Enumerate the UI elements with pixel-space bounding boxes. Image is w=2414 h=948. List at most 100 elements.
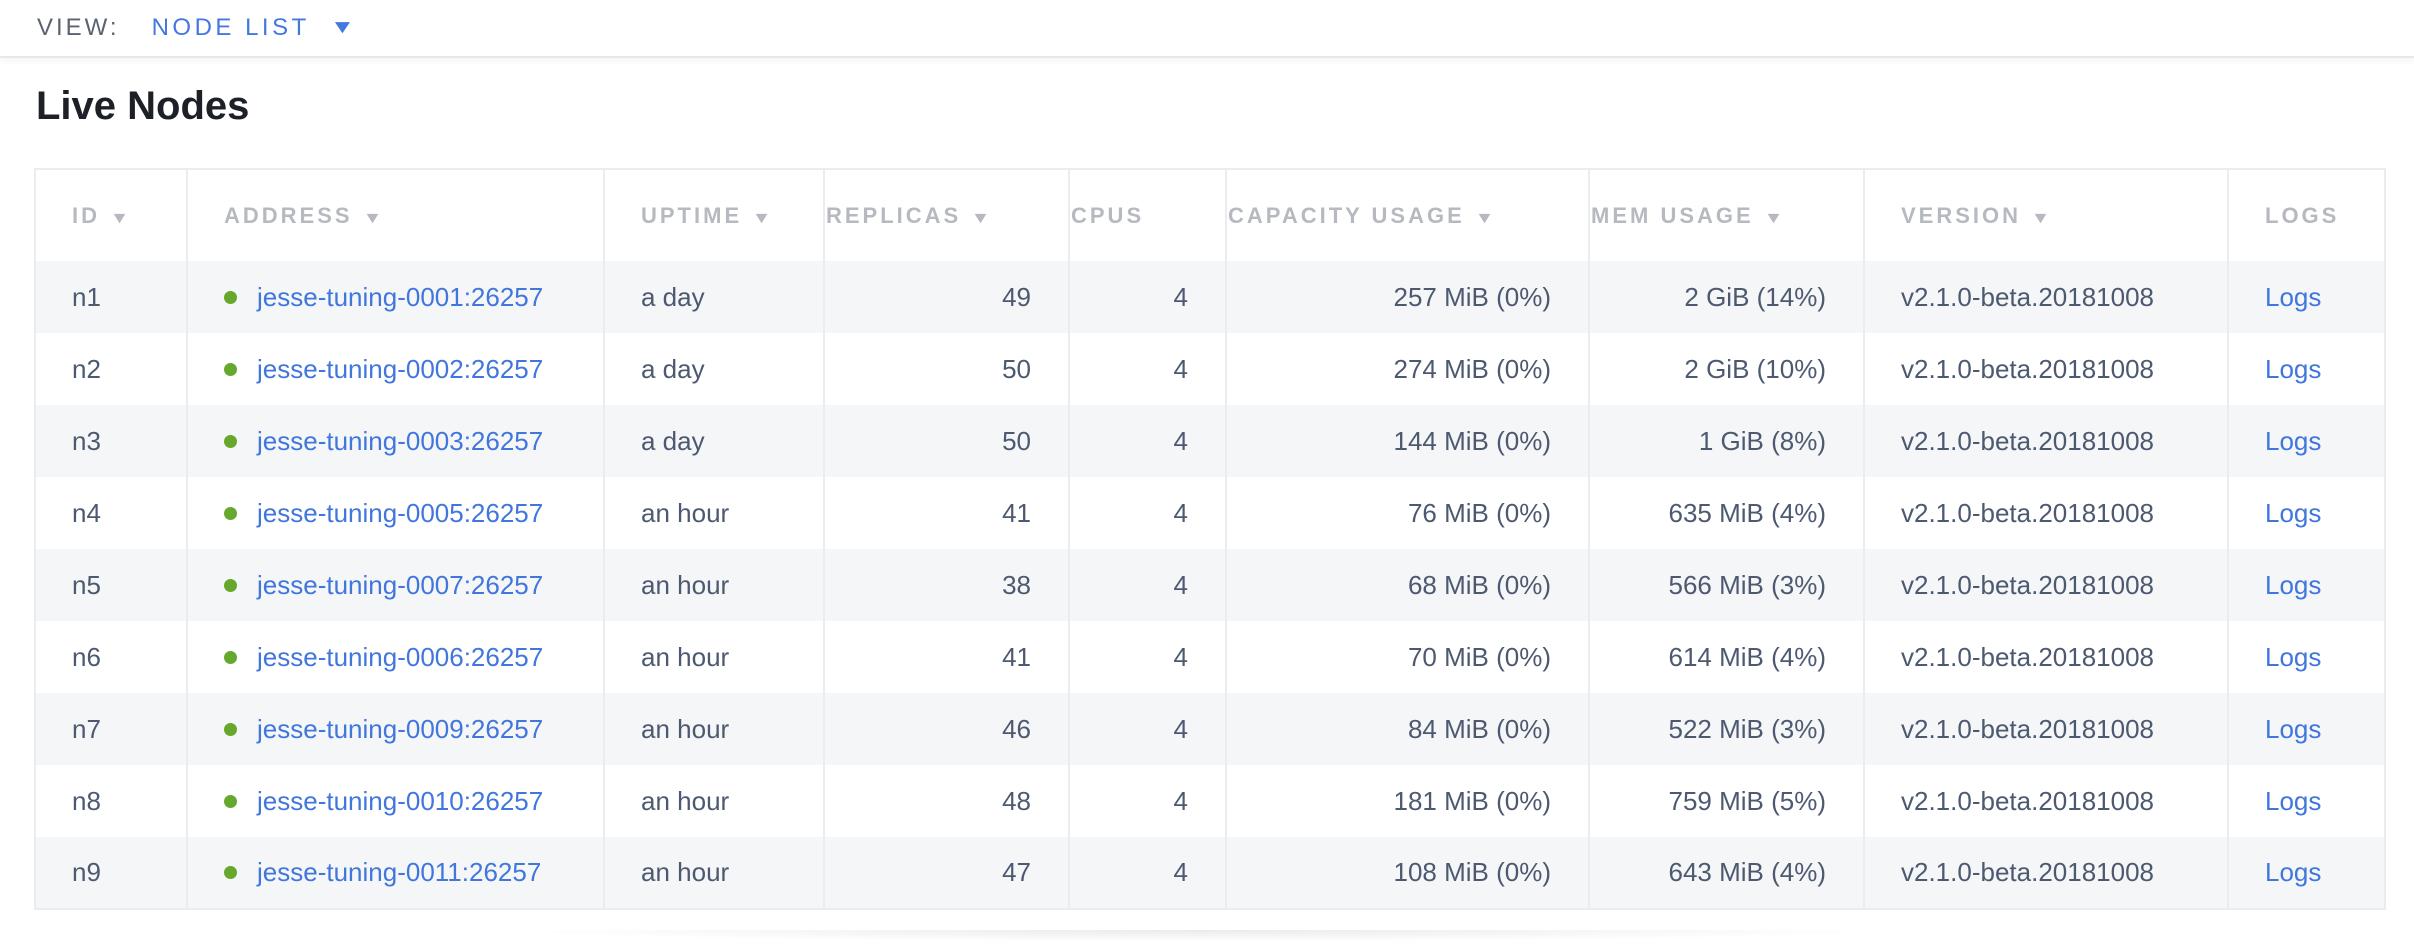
node-address-link[interactable]: jesse-tuning-0005:26257 — [257, 497, 544, 528]
table-row: n6 jesse-tuning-0006:26257 an hour 41 4 … — [35, 621, 2385, 693]
live-nodes-table: ID ▼ ADDRESS ▼ UPTIME ▼ REPLICAS ▼ CPUS CAPA… — [34, 168, 2386, 910]
logs-cell: Logs — [2228, 837, 2385, 909]
healthy-status-icon — [224, 290, 237, 304]
column-header-label: MEM USAGE — [1591, 202, 1754, 228]
node-address-link[interactable]: jesse-tuning-0006:26257 — [257, 641, 544, 672]
node-address-link[interactable]: jesse-tuning-0001:26257 — [257, 281, 544, 312]
column-header-cpus: CPUS — [1069, 169, 1227, 261]
view-dropdown[interactable]: NODE LIST ▼ — [152, 14, 355, 42]
healthy-status-icon — [224, 650, 237, 664]
healthy-status-icon — [224, 866, 237, 879]
logs-link[interactable]: Logs — [2265, 425, 2322, 456]
next-section-shadow — [320, 930, 2080, 946]
mem-usage-cell: 635 MiB (4%) — [1589, 477, 1865, 549]
healthy-status-icon — [224, 794, 237, 808]
node-address-cell: jesse-tuning-0003:26257 — [187, 405, 605, 477]
node-address-link[interactable]: jesse-tuning-0011:26257 — [257, 857, 542, 887]
column-header-label: VERSION — [1901, 202, 2022, 228]
replicas-cell: 50 — [824, 405, 1070, 477]
sort-desc-icon: ▼ — [1474, 209, 1498, 227]
healthy-status-icon — [224, 506, 237, 520]
column-header-uptime[interactable]: UPTIME ▼ — [604, 169, 825, 261]
version-cell: v2.1.0-beta.20181008 — [1864, 693, 2229, 765]
view-selector-bar: VIEW: NODE LIST ▼ — [0, 0, 2414, 58]
sort-desc-icon: ▼ — [970, 209, 995, 227]
logs-link[interactable]: Logs — [2265, 713, 2322, 744]
version-cell: v2.1.0-beta.20181008 — [1864, 837, 2229, 909]
logs-link[interactable]: Logs — [2265, 569, 2322, 600]
uptime-cell: an hour — [604, 765, 825, 837]
column-header-label: UPTIME — [641, 202, 743, 228]
version-cell: v2.1.0-beta.20181008 — [1864, 549, 2229, 621]
uptime-cell: an hour — [604, 477, 825, 549]
node-address-link[interactable]: jesse-tuning-0007:26257 — [257, 569, 544, 600]
logs-cell: Logs — [2228, 549, 2385, 621]
capacity-usage-cell: 76 MiB (0%) — [1226, 477, 1590, 549]
column-header-label: REPLICAS — [826, 202, 962, 228]
node-id-cell: n8 — [35, 765, 188, 837]
cpus-cell: 4 — [1069, 693, 1227, 765]
capacity-usage-cell: 108 MiB (0%) — [1226, 837, 1590, 909]
column-header-label: CPUS — [1071, 202, 1145, 228]
node-id-cell: n7 — [35, 693, 188, 765]
logs-link[interactable]: Logs — [2265, 353, 2322, 384]
node-address-cell: jesse-tuning-0006:26257 — [187, 621, 605, 693]
logs-link[interactable]: Logs — [2265, 785, 2322, 816]
replicas-cell: 50 — [824, 333, 1070, 405]
column-header-replicas[interactable]: REPLICAS ▼ — [824, 169, 1070, 261]
column-header-address[interactable]: ADDRESS ▼ — [187, 169, 605, 261]
uptime-cell: an hour — [604, 693, 825, 765]
mem-usage-cell: 522 MiB (3%) — [1589, 693, 1865, 765]
replicas-cell: 47 — [824, 837, 1070, 909]
logs-cell: Logs — [2228, 405, 2385, 477]
node-address-cell: jesse-tuning-0009:26257 — [187, 693, 605, 765]
column-header-label: LOGS — [2265, 202, 2340, 228]
logs-link[interactable]: Logs — [2265, 281, 2322, 312]
capacity-usage-cell: 181 MiB (0%) — [1226, 765, 1590, 837]
cpus-cell: 4 — [1069, 765, 1227, 837]
sort-desc-icon: ▼ — [1763, 209, 1787, 227]
table-row: n2 jesse-tuning-0002:26257 a day 50 4 27… — [35, 333, 2385, 405]
uptime-cell: a day — [604, 405, 825, 477]
mem-usage-cell: 2 GiB (14%) — [1589, 261, 1865, 333]
column-header-capacity-usage[interactable]: CAPACITY USAGE ▼ — [1226, 169, 1590, 261]
node-address-link[interactable]: jesse-tuning-0002:26257 — [257, 353, 544, 384]
column-header-version[interactable]: VERSION ▼ — [1864, 169, 2229, 261]
node-address-link[interactable]: jesse-tuning-0003:26257 — [257, 425, 544, 456]
node-address-cell: jesse-tuning-0007:26257 — [187, 549, 605, 621]
cpus-cell: 4 — [1069, 837, 1227, 909]
table-row: n8 jesse-tuning-0010:26257 an hour 48 4 … — [35, 765, 2385, 837]
capacity-usage-cell: 274 MiB (0%) — [1226, 333, 1590, 405]
node-id-cell: n5 — [35, 549, 188, 621]
sort-desc-icon: ▼ — [109, 209, 134, 227]
node-address-link[interactable]: jesse-tuning-0009:26257 — [257, 713, 544, 744]
sort-desc-icon: ▼ — [2030, 209, 2055, 227]
logs-cell: Logs — [2228, 477, 2385, 549]
replicas-cell: 41 — [824, 477, 1070, 549]
node-address-link[interactable]: jesse-tuning-0010:26257 — [257, 785, 544, 816]
version-cell: v2.1.0-beta.20181008 — [1864, 405, 2229, 477]
node-id-cell: n9 — [35, 837, 188, 909]
version-cell: v2.1.0-beta.20181008 — [1864, 261, 2229, 333]
mem-usage-cell: 643 MiB (4%) — [1589, 837, 1865, 909]
column-header-label: ID — [72, 202, 100, 228]
replicas-cell: 46 — [824, 693, 1070, 765]
replicas-cell: 38 — [824, 549, 1070, 621]
node-id-cell: n1 — [35, 261, 188, 333]
logs-link[interactable]: Logs — [2265, 857, 2322, 887]
replicas-cell: 41 — [824, 621, 1070, 693]
mem-usage-cell: 2 GiB (10%) — [1589, 333, 1865, 405]
capacity-usage-cell: 68 MiB (0%) — [1226, 549, 1590, 621]
mem-usage-cell: 566 MiB (3%) — [1589, 549, 1865, 621]
sort-desc-icon: ▼ — [751, 209, 776, 227]
column-header-id[interactable]: ID ▼ — [35, 169, 188, 261]
logs-link[interactable]: Logs — [2265, 641, 2322, 672]
node-address-cell: jesse-tuning-0010:26257 — [187, 765, 605, 837]
healthy-status-icon — [224, 578, 237, 592]
logs-link[interactable]: Logs — [2265, 497, 2322, 528]
column-header-mem-usage[interactable]: MEM USAGE ▼ — [1589, 169, 1865, 261]
node-address-cell: jesse-tuning-0002:26257 — [187, 333, 605, 405]
mem-usage-cell: 759 MiB (5%) — [1589, 765, 1865, 837]
version-cell: v2.1.0-beta.20181008 — [1864, 765, 2229, 837]
healthy-status-icon — [224, 434, 237, 448]
